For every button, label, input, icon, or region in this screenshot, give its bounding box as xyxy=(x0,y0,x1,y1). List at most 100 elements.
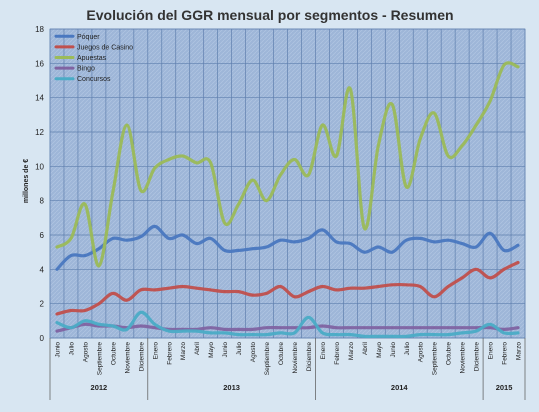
y-tick-label: 2 xyxy=(40,300,45,309)
data-point-apuestas xyxy=(56,246,58,248)
x-tick-label: Agosto xyxy=(250,342,257,363)
data-point-concursos xyxy=(405,335,408,338)
x-tick-label: Febrero xyxy=(166,342,173,365)
data-point-bingo xyxy=(405,326,408,329)
data-point-apuestas xyxy=(489,100,491,102)
data-point-poquer xyxy=(307,237,310,240)
data-point-juegos-de-casino xyxy=(307,290,310,293)
data-point-concursos xyxy=(335,333,338,336)
y-tick-label: 16 xyxy=(35,59,44,68)
x-tick-label: Julio xyxy=(236,342,243,356)
data-point-poquer xyxy=(279,239,282,242)
data-point-poquer xyxy=(251,247,254,250)
data-point-poquer xyxy=(489,232,491,235)
x-tick-label: Marzo xyxy=(516,342,523,360)
data-point-bingo xyxy=(335,326,338,329)
data-point-apuestas xyxy=(349,88,352,90)
data-point-juegos-de-casino xyxy=(97,302,100,305)
y-tick-label: 12 xyxy=(35,128,44,137)
data-point-apuestas xyxy=(475,124,478,127)
y-tick-label: 0 xyxy=(40,334,45,343)
legend-label: Juegos de Casino xyxy=(77,44,133,51)
data-point-concursos xyxy=(70,326,72,329)
data-point-bingo xyxy=(363,326,366,329)
x-tick-label: Diciembre xyxy=(138,342,145,372)
x-tick-label: Enero xyxy=(152,342,159,360)
data-point-concursos xyxy=(139,311,142,314)
data-point-bingo xyxy=(321,325,324,327)
data-point-bingo xyxy=(84,323,86,326)
x-tick-label: Septiembre xyxy=(432,342,439,376)
data-point-juegos-de-casino xyxy=(503,268,505,271)
data-point-concursos xyxy=(251,333,254,336)
data-point-apuestas xyxy=(223,222,226,224)
data-point-concursos xyxy=(56,321,58,324)
series-line-poquer xyxy=(55,224,520,271)
data-point-apuestas xyxy=(153,167,156,169)
data-point-concursos xyxy=(153,323,156,326)
data-point-apuestas xyxy=(363,227,366,230)
data-point-juegos-de-casino xyxy=(70,309,72,312)
x-tick-label: Marzo xyxy=(180,342,187,360)
data-point-poquer xyxy=(223,249,226,252)
data-point-concursos xyxy=(349,333,352,336)
data-point-apuestas xyxy=(321,124,324,127)
data-point-apuestas xyxy=(181,155,184,157)
data-point-poquer xyxy=(517,244,519,247)
data-point-concursos xyxy=(125,328,128,331)
data-point-apuestas xyxy=(447,155,450,157)
x-tick-label: Diciembre xyxy=(474,342,481,372)
chart-title: Evolución del GGR mensual por segmentos … xyxy=(86,7,453,23)
x-tick-label: Octubre xyxy=(278,342,285,366)
data-point-concursos xyxy=(517,331,519,334)
data-point-poquer xyxy=(153,225,156,228)
data-point-poquer xyxy=(405,239,408,242)
data-point-poquer xyxy=(139,235,142,238)
data-point-bingo xyxy=(447,326,450,329)
data-point-juegos-de-casino xyxy=(321,285,324,288)
data-point-concursos xyxy=(447,333,450,336)
x-tick-label: Septiembre xyxy=(96,342,103,376)
data-point-bingo xyxy=(56,330,58,333)
x-tick-label: Mayo xyxy=(208,342,215,358)
data-point-poquer xyxy=(391,251,394,254)
x-tick-label: Enero xyxy=(488,342,495,360)
data-point-concursos xyxy=(237,333,240,336)
year-label: 2015 xyxy=(496,383,513,392)
data-point-poquer xyxy=(363,251,366,254)
data-point-poquer xyxy=(335,240,338,243)
data-point-apuestas xyxy=(195,162,198,164)
data-point-poquer xyxy=(265,246,268,248)
data-point-juegos-de-casino xyxy=(461,277,464,279)
data-point-concursos xyxy=(181,330,184,333)
data-point-bingo xyxy=(223,328,226,331)
data-point-concursos xyxy=(461,331,464,334)
data-point-apuestas xyxy=(517,65,519,68)
data-point-apuestas xyxy=(125,124,128,127)
plot-area: 0 2 4 6 8 10 12 14 16 18 Junio Julio Agosto Septiembr… xyxy=(35,25,526,400)
data-point-bingo xyxy=(237,328,240,331)
data-point-apuestas xyxy=(335,155,338,157)
data-point-bingo xyxy=(433,326,436,329)
data-point-poquer xyxy=(475,246,478,248)
data-point-apuestas xyxy=(433,112,436,115)
data-point-bingo xyxy=(307,326,310,329)
x-tick-label: Noviembre xyxy=(460,342,467,374)
data-point-bingo xyxy=(209,326,212,329)
data-point-juegos-de-casino xyxy=(167,287,170,290)
data-point-bingo xyxy=(377,326,380,329)
data-point-concursos xyxy=(377,335,380,338)
data-point-poquer xyxy=(125,239,128,242)
y-tick-label: 18 xyxy=(35,25,44,34)
data-point-apuestas xyxy=(209,162,212,164)
data-point-bingo xyxy=(461,326,464,329)
data-point-poquer xyxy=(70,254,72,257)
data-point-juegos-de-casino xyxy=(251,294,254,296)
y-tick-label: 10 xyxy=(35,162,44,171)
data-point-poquer xyxy=(349,242,352,245)
x-tick-label: Octubre xyxy=(446,342,453,366)
data-point-poquer xyxy=(195,242,198,245)
data-point-poquer xyxy=(56,268,58,271)
